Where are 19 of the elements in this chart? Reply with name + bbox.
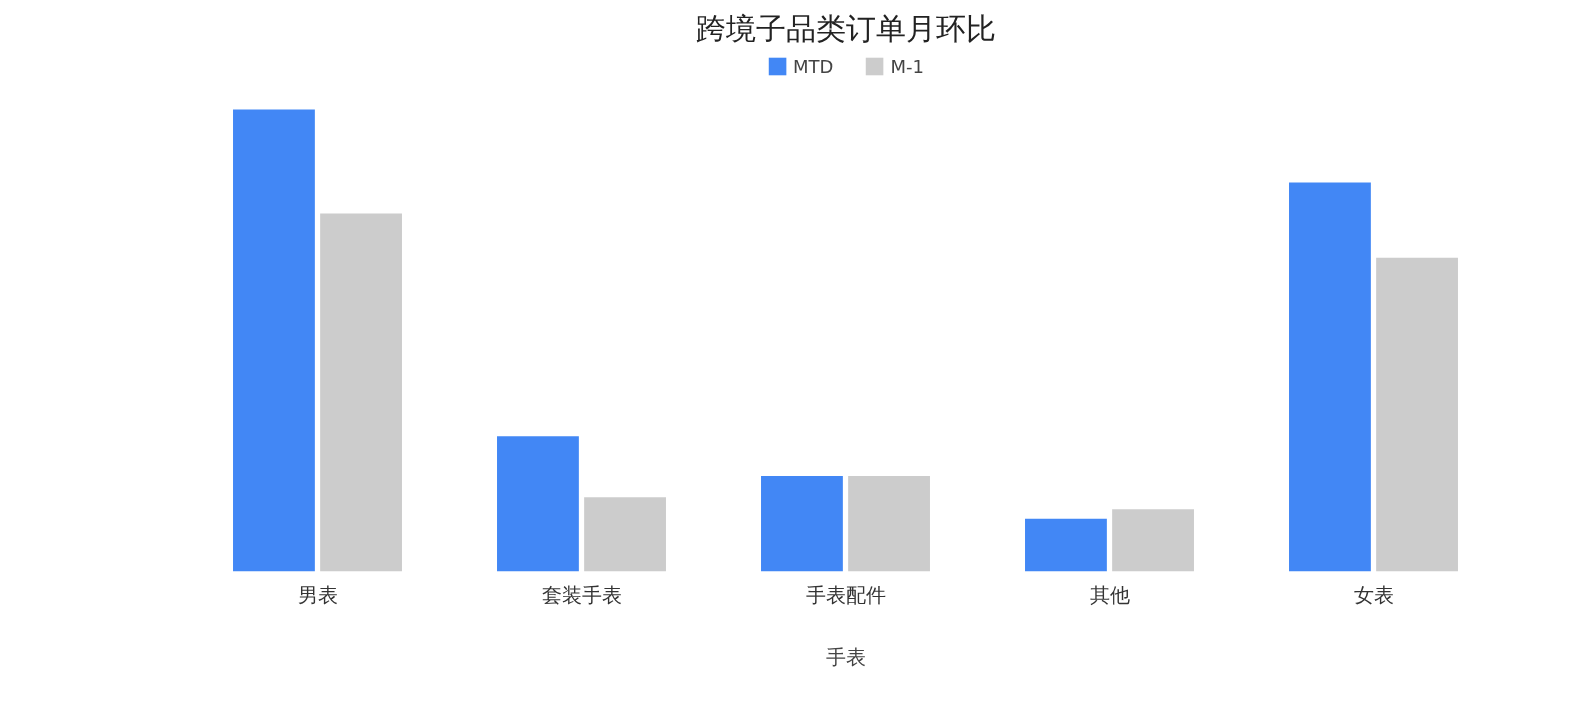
bar — [761, 475, 843, 572]
bar — [497, 436, 579, 572]
bar — [233, 109, 315, 572]
bar — [1025, 518, 1107, 572]
x-tick-label: 套装手表 — [541, 582, 622, 607]
legend-label: M-1 — [890, 55, 924, 77]
bar — [848, 475, 930, 572]
x-axis-title: 手表 — [825, 644, 866, 669]
x-tick-label: 男表 — [297, 582, 338, 607]
bar — [320, 213, 402, 572]
bar — [1376, 257, 1458, 572]
bar — [1112, 509, 1194, 572]
legend-label: MTD — [793, 55, 834, 77]
x-tick-label: 其他 — [1089, 582, 1130, 607]
bar — [1289, 182, 1371, 572]
bar — [584, 497, 666, 572]
x-tick-label: 手表配件 — [805, 582, 886, 607]
chart-title: 跨境子品类订单月环比 — [695, 10, 996, 46]
x-tick-label: 女表 — [1353, 582, 1394, 607]
